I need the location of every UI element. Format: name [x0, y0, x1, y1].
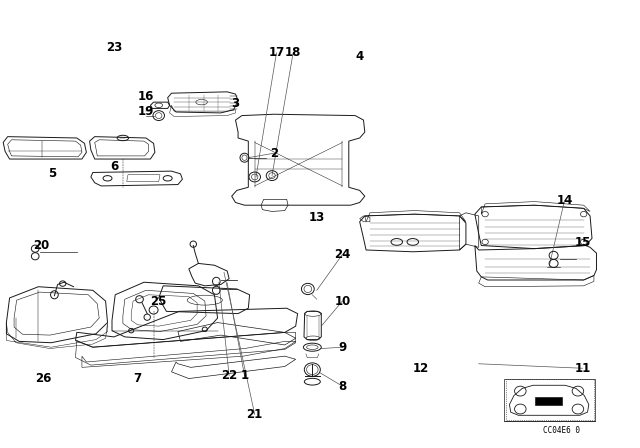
- Polygon shape: [535, 397, 562, 405]
- Text: 26: 26: [35, 372, 52, 385]
- Text: 4: 4: [356, 49, 364, 63]
- Bar: [506, 379, 594, 420]
- Text: 11: 11: [574, 362, 591, 375]
- Text: 5: 5: [49, 167, 56, 181]
- Text: 23: 23: [106, 40, 122, 54]
- Text: 2: 2: [270, 146, 278, 160]
- Text: 13: 13: [308, 211, 325, 224]
- Text: 17: 17: [268, 46, 285, 60]
- Text: CC04E6 0: CC04E6 0: [543, 426, 580, 435]
- Text: 22: 22: [221, 369, 237, 382]
- Text: 10: 10: [334, 294, 351, 308]
- Text: 3: 3: [232, 97, 239, 111]
- Text: 20: 20: [33, 239, 50, 252]
- Text: 19: 19: [138, 104, 154, 118]
- Text: 21: 21: [246, 408, 263, 421]
- Text: 1: 1: [241, 369, 248, 382]
- Text: 6: 6: [110, 160, 118, 173]
- Text: 9: 9: [339, 340, 346, 354]
- Text: 24: 24: [334, 248, 351, 261]
- Text: 15: 15: [574, 236, 591, 250]
- Text: 12: 12: [413, 362, 429, 375]
- Text: 16: 16: [138, 90, 154, 103]
- Text: 14: 14: [556, 194, 573, 207]
- Text: 7: 7: [134, 372, 141, 385]
- Text: 18: 18: [285, 46, 301, 60]
- Text: 25: 25: [150, 294, 167, 308]
- Bar: [504, 379, 595, 421]
- Text: 8: 8: [339, 379, 346, 393]
